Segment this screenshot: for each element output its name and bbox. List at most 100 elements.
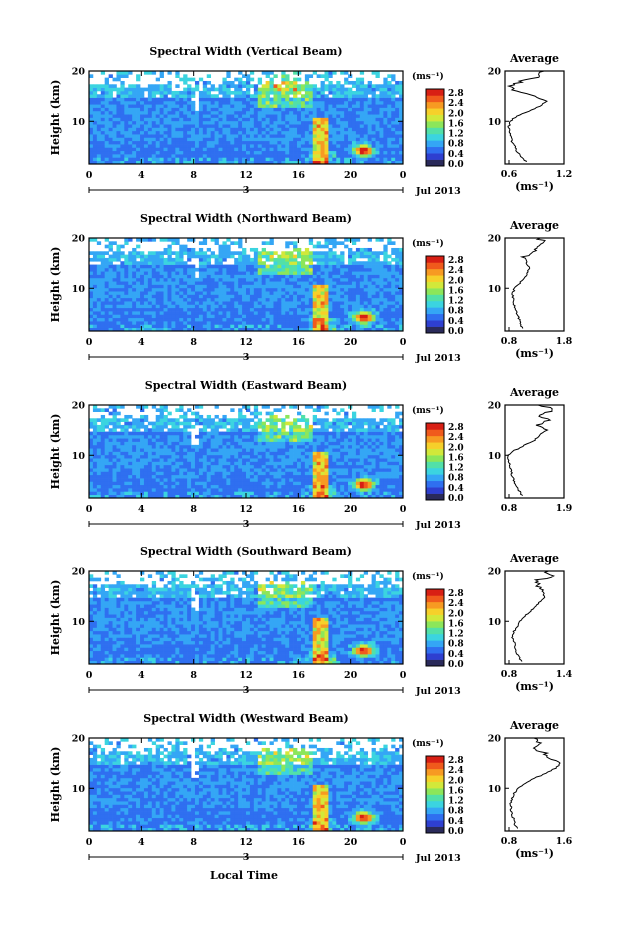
- heatmap-cell: [316, 307, 321, 312]
- heatmap-cell: [143, 144, 149, 148]
- heatmap-cell: [210, 281, 215, 285]
- heatmap-cell: [222, 281, 227, 285]
- heatmap-cell: [273, 144, 278, 148]
- heatmap-cell: [246, 314, 251, 319]
- heatmap-cell: [194, 110, 200, 115]
- heatmap-cell: [136, 90, 141, 95]
- heatmap-cell: [175, 90, 180, 95]
- heatmap-cell: [269, 90, 274, 95]
- heatmap-cell: [226, 124, 231, 128]
- heatmap-cell: [285, 321, 290, 325]
- heatmap-cell: [140, 421, 145, 426]
- colorbar-tick-label: 0.8: [448, 307, 464, 317]
- x-tick-label: 0: [86, 170, 93, 181]
- heatmap-cell: [108, 405, 113, 409]
- heatmap-cell: [108, 411, 113, 416]
- heatmap-cell: [324, 144, 329, 148]
- heatmap-cell: [89, 431, 94, 436]
- heatmap-cell: [100, 294, 106, 299]
- heatmap-cell: [128, 114, 133, 118]
- heatmap-cell: [155, 281, 160, 285]
- heatmap-cell: [159, 464, 164, 469]
- colorbar-segment: [426, 288, 444, 295]
- heatmap-cell: [320, 281, 325, 285]
- heatmap-cell: [108, 434, 113, 439]
- heatmap-cell: [249, 311, 255, 315]
- heatmap-cell: [355, 307, 361, 312]
- heatmap-cell: [198, 421, 204, 426]
- heatmap-cell: [210, 124, 215, 128]
- heatmap-cell: [104, 77, 109, 82]
- heatmap-cell: [124, 474, 129, 479]
- heatmap-cell: [159, 150, 164, 155]
- heatmap-cell: [183, 77, 188, 82]
- heatmap-cell: [281, 100, 286, 105]
- heatmap-cell: [167, 120, 172, 125]
- heatmap-cell: [155, 428, 160, 432]
- heatmap-cell: [194, 307, 200, 312]
- heatmap-cell: [336, 80, 341, 85]
- heatmap-cell: [143, 287, 149, 292]
- heatmap-cell: [147, 284, 153, 289]
- heatmap-cell: [155, 488, 160, 492]
- heatmap-cell: [191, 251, 196, 255]
- heatmap-cell: [261, 100, 266, 105]
- heatmap-cell: [206, 304, 212, 309]
- heatmap-cell: [120, 107, 125, 112]
- heatmap-cell: [391, 327, 396, 332]
- heatmap-cell: [238, 301, 243, 305]
- heatmap-cell: [383, 100, 388, 105]
- heatmap-cell: [163, 301, 168, 305]
- heatmap-cell: [179, 461, 184, 466]
- heatmap-cell: [363, 137, 369, 142]
- heatmap-cell: [175, 408, 180, 412]
- heatmap-cell: [151, 120, 157, 125]
- heatmap-cell: [191, 294, 196, 299]
- heatmap-cell: [273, 104, 278, 108]
- heatmap-cell: [293, 124, 298, 128]
- heatmap-cell: [304, 157, 310, 162]
- heatmap-cell: [140, 154, 145, 158]
- heatmap-cell: [351, 241, 357, 245]
- heatmap-cell: [120, 418, 125, 422]
- heatmap-cell: [395, 294, 400, 299]
- heatmap-cell: [277, 297, 282, 302]
- heatmap-cell: [226, 100, 231, 105]
- heatmap-cell: [214, 311, 219, 315]
- heatmap-cell: [332, 281, 337, 285]
- heatmap-cell: [332, 87, 337, 92]
- heatmap-cell: [155, 297, 160, 302]
- heatmap-cell: [265, 281, 270, 285]
- heatmap-cell: [265, 297, 270, 302]
- heatmap-cell: [312, 291, 317, 295]
- heatmap-cell: [277, 84, 282, 88]
- heatmap-cell: [277, 120, 282, 125]
- heatmap-cell: [363, 291, 369, 295]
- heatmap-cell: [210, 458, 215, 462]
- heatmap-cell: [163, 408, 168, 412]
- heatmap-cell: [143, 110, 149, 115]
- heatmap-cell: [387, 157, 392, 162]
- heatmap-cell: [399, 137, 404, 142]
- heatmap-cell: [187, 114, 192, 118]
- heatmap-cell: [304, 307, 310, 312]
- heatmap-cell: [187, 287, 192, 292]
- heatmap-cell: [242, 147, 247, 152]
- heatmap-cell: [379, 137, 384, 142]
- heatmap-cell: [143, 277, 149, 282]
- heatmap-cell: [391, 294, 396, 299]
- heatmap-cell: [96, 107, 102, 112]
- heatmap-cell: [171, 478, 176, 482]
- colorbar-segment: [426, 256, 444, 263]
- heatmap-cell: [187, 284, 192, 289]
- heatmap-cell: [92, 251, 98, 255]
- heatmap-cell: [265, 84, 270, 88]
- heatmap-cell: [355, 267, 361, 272]
- heatmap-cell: [300, 84, 306, 88]
- heatmap-cell: [206, 134, 212, 138]
- heatmap-cell: [371, 274, 376, 279]
- heatmap-cell: [351, 267, 357, 272]
- heatmap-cell: [112, 274, 117, 279]
- heatmap-cell: [359, 154, 365, 158]
- heatmap-cell: [116, 424, 121, 429]
